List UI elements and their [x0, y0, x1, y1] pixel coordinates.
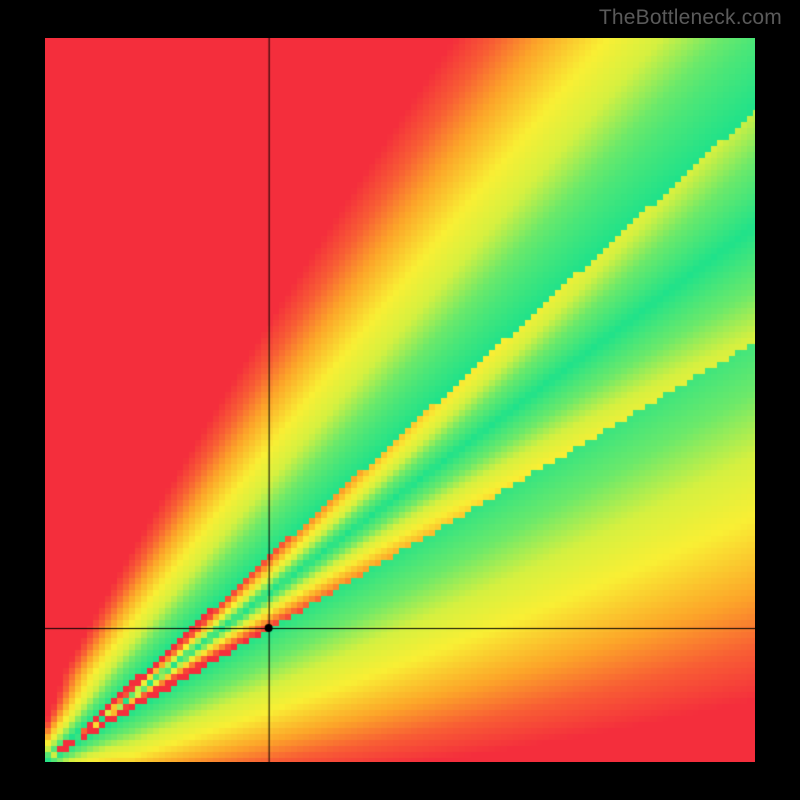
chart-container: TheBottleneck.com: [0, 0, 800, 800]
heatmap-canvas: [45, 38, 755, 762]
watermark-text: TheBottleneck.com: [599, 6, 782, 30]
heatmap-plot: [45, 38, 755, 762]
